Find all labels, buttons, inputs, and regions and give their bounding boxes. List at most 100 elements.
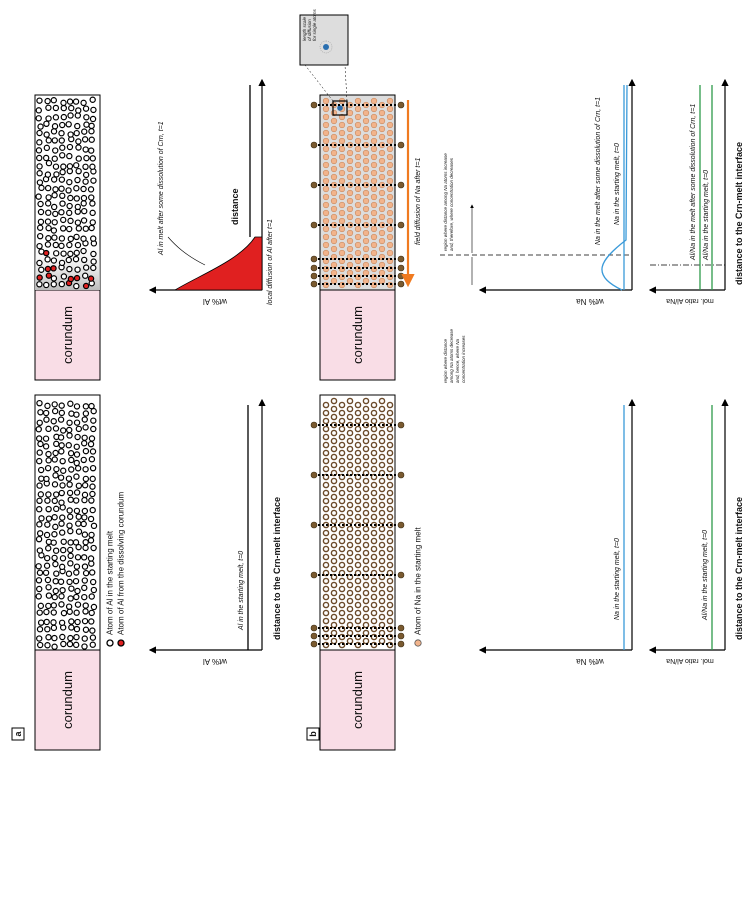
al-atom — [36, 449, 43, 456]
na-atom — [386, 145, 394, 153]
na-atom — [354, 401, 362, 409]
na-atom — [378, 445, 386, 453]
na-atom — [378, 229, 386, 237]
na-atom — [378, 197, 386, 205]
al-atom — [52, 425, 60, 432]
al-atom — [44, 642, 51, 649]
al-atom — [42, 409, 50, 417]
al-atom — [35, 577, 43, 584]
na-atom — [354, 241, 362, 249]
al-atom — [74, 433, 81, 441]
al-atom — [74, 266, 81, 273]
al-atom — [42, 154, 50, 162]
al-atom — [74, 203, 82, 211]
al-atom — [45, 592, 53, 599]
na-atom — [378, 173, 386, 181]
label-box — [306, 727, 320, 741]
na-atom — [378, 413, 386, 421]
pin-head — [397, 471, 405, 479]
na-atom — [378, 541, 386, 549]
na-atom — [378, 269, 386, 277]
al-atom — [37, 619, 45, 626]
na-atom — [354, 545, 362, 553]
al-atom — [73, 129, 80, 137]
al-atom — [58, 499, 65, 506]
al-atom — [66, 640, 74, 648]
al-atom — [75, 513, 82, 520]
al-atom — [59, 482, 66, 489]
pin-head — [310, 255, 318, 263]
na-atom — [378, 205, 386, 213]
al-atom — [51, 514, 58, 521]
al-atom — [89, 115, 97, 123]
pin-head — [310, 141, 318, 149]
al-atom — [58, 442, 65, 449]
na-atom — [386, 609, 394, 617]
na-atom — [322, 225, 330, 233]
na-atom — [330, 237, 338, 245]
al-atom — [73, 507, 81, 515]
na-atom — [322, 201, 330, 209]
pin-head — [310, 181, 318, 189]
na-atom — [386, 201, 394, 209]
al-atom — [60, 273, 68, 280]
al-atom — [66, 241, 73, 249]
na-atom — [322, 209, 330, 217]
na-atom — [386, 409, 394, 417]
na-atom — [362, 437, 370, 445]
al-atom — [66, 481, 73, 488]
al-atom — [75, 482, 83, 490]
al-atom — [36, 585, 43, 593]
al-atom — [73, 443, 80, 450]
al-atom — [50, 176, 58, 183]
legend-marker — [106, 639, 114, 647]
al-atom — [43, 131, 50, 138]
na-atom — [330, 453, 338, 461]
line-label: Na in the starting melt, t=0 — [614, 538, 621, 620]
y-axis-label: wt% Al — [203, 297, 228, 306]
na-atom — [346, 173, 354, 181]
al-atom — [80, 256, 88, 264]
na-atom — [338, 513, 346, 521]
al-atom — [88, 402, 95, 410]
na-atom — [378, 125, 386, 133]
na-atom — [386, 449, 394, 457]
al-atom — [81, 577, 88, 584]
na-atom — [354, 145, 362, 153]
na-atom — [386, 513, 394, 521]
al-atom — [59, 586, 66, 594]
al-atom — [58, 402, 65, 409]
al-atom — [74, 601, 82, 608]
na-atom — [354, 481, 362, 489]
al-atom — [87, 275, 95, 282]
al-atom — [35, 107, 42, 114]
na-atom — [322, 105, 330, 113]
pin-head — [397, 571, 405, 579]
al-atom — [45, 137, 52, 144]
al-atom — [36, 179, 44, 186]
al-atom — [87, 515, 95, 523]
na-atom — [338, 465, 346, 473]
al-atom — [81, 617, 89, 625]
na-atom — [362, 549, 370, 557]
al-atom — [74, 618, 81, 626]
na-atom — [330, 485, 338, 493]
na-atom — [338, 177, 346, 185]
al-atom — [89, 155, 96, 162]
na-atom — [346, 157, 354, 165]
na-atom — [362, 637, 370, 645]
na-atom — [322, 121, 330, 129]
na-atom — [322, 161, 330, 169]
al-atom — [82, 171, 90, 179]
na-atom — [362, 445, 370, 453]
na-atom — [354, 225, 362, 233]
na-atom — [322, 137, 330, 145]
al-atom — [66, 419, 73, 426]
na-atom — [330, 173, 338, 181]
na-atom — [386, 185, 394, 193]
al-atom — [81, 514, 88, 521]
inset-text: length scale — [302, 16, 307, 41]
na-atom — [386, 97, 394, 105]
na-atom — [354, 201, 362, 209]
al-atom — [68, 618, 75, 625]
